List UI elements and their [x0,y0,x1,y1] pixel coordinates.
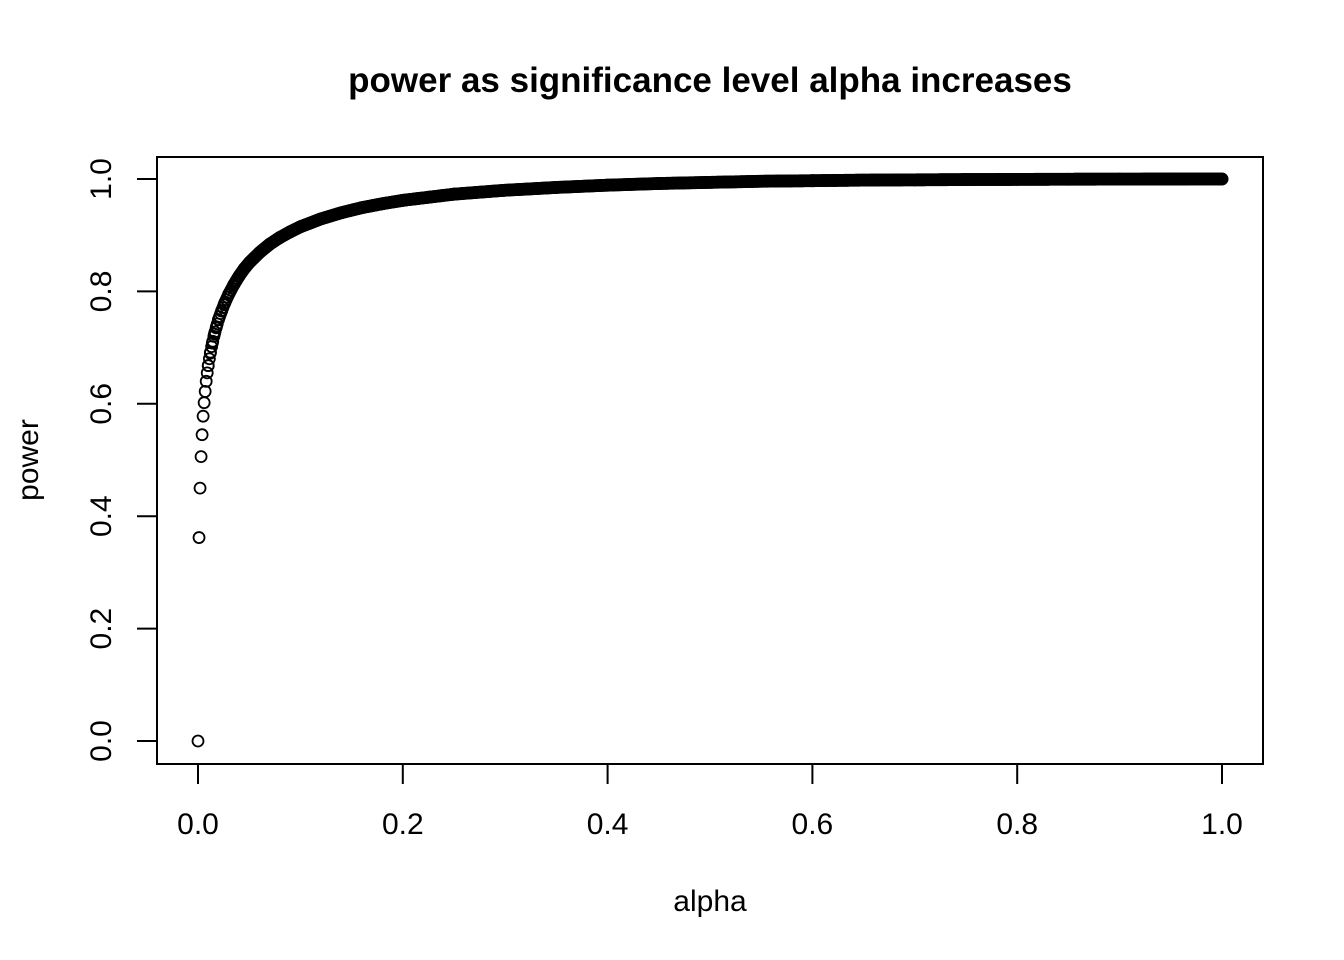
data-point [193,481,207,495]
data-point [202,352,216,366]
data-point [194,450,208,464]
data-point [195,428,209,442]
y-tick-label: 0.4 [85,495,118,537]
data-point [199,374,213,388]
y-tick-label: 0.2 [85,608,118,650]
data-point [1215,172,1229,186]
y-tick-label: 0.6 [85,383,118,425]
x-axis-label: alpha [673,885,747,918]
data-points [191,172,1229,748]
y-tick-label: 0.0 [85,720,118,762]
plot-frame [156,156,1264,765]
data-point [201,359,215,372]
y-tick-label: 1.0 [85,158,118,200]
x-tick-label: 0.8 [996,808,1038,841]
x-tick-label: 1.0 [1201,808,1243,841]
chart-title: power as significance level alpha increa… [348,61,1072,100]
data-point [192,531,206,544]
data-point [206,334,220,348]
x-tick-label: 0.6 [792,808,834,841]
y-axis: 0.0 0.2 0.4 0.6 0.8 1.0 [85,158,158,762]
x-tick-label: 0.4 [587,808,629,841]
x-tick-label: 0.2 [382,808,424,841]
data-point [196,409,210,423]
data-point [200,366,214,380]
data-point [197,396,211,410]
x-tick-label: 0.0 [177,808,219,841]
data-point [191,734,205,748]
y-tick-label: 0.8 [85,271,118,313]
y-axis-label: power [12,419,45,501]
x-axis: 0.0 0.2 0.4 0.6 0.8 1.0 [177,763,1243,841]
